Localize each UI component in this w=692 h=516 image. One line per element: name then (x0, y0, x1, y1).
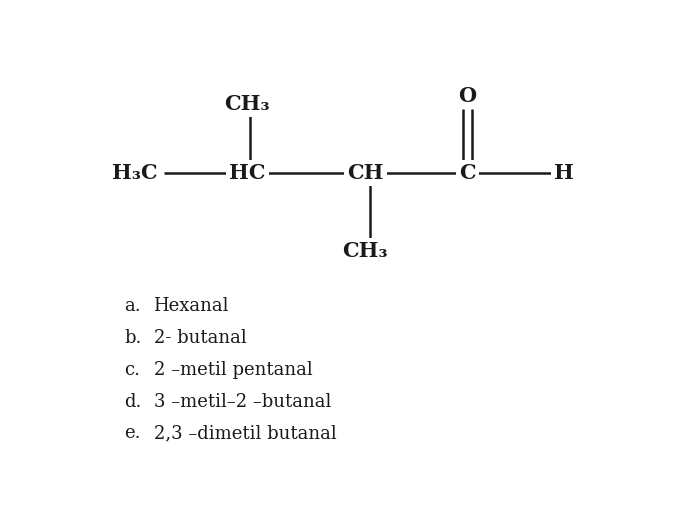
Text: a.: a. (124, 297, 140, 315)
Text: e.: e. (124, 425, 140, 442)
Text: CH₃: CH₃ (343, 240, 388, 261)
Text: 3 –metil–2 –butanal: 3 –metil–2 –butanal (154, 393, 331, 411)
Text: C: C (459, 163, 475, 183)
Text: c.: c. (124, 361, 140, 379)
Text: H₃C: H₃C (112, 163, 158, 183)
Text: Hexanal: Hexanal (154, 297, 229, 315)
Text: d.: d. (124, 393, 141, 411)
Text: O: O (458, 86, 476, 106)
Text: 2 –metil pentanal: 2 –metil pentanal (154, 361, 312, 379)
Text: HC: HC (229, 163, 266, 183)
Text: CH₃: CH₃ (225, 93, 270, 114)
Text: H: H (554, 163, 574, 183)
Text: 2- butanal: 2- butanal (154, 329, 246, 347)
Text: CH: CH (347, 163, 383, 183)
Text: b.: b. (124, 329, 141, 347)
Text: 2,3 –dimetil butanal: 2,3 –dimetil butanal (154, 425, 336, 442)
